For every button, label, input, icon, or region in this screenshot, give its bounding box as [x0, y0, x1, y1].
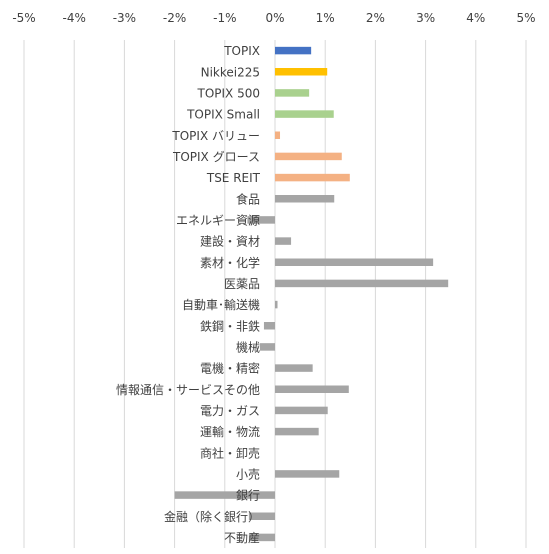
bar	[275, 427, 319, 436]
bar	[275, 46, 312, 55]
bar	[248, 512, 275, 520]
category-label: 運輸・物流	[200, 424, 260, 439]
bar	[275, 385, 349, 393]
x-tick-label: -5%	[12, 11, 35, 25]
bar	[275, 237, 292, 245]
x-tick-label: 1%	[316, 11, 335, 25]
bar	[275, 173, 350, 182]
category-label: 電機・精密	[200, 361, 260, 376]
x-tick-label: -2%	[163, 11, 186, 25]
category-label: 建設・資材	[200, 234, 260, 249]
category-label: TOPIX	[223, 44, 260, 58]
category-label: 医薬品	[224, 277, 260, 291]
bar	[263, 322, 275, 330]
category-label: 鉄鋼・非鉄	[200, 318, 260, 333]
x-tick-label: 3%	[416, 11, 435, 25]
bar	[275, 279, 449, 288]
bar	[275, 110, 334, 118]
bar	[275, 300, 278, 309]
x-tick-label: -3%	[113, 11, 136, 25]
bar	[275, 131, 281, 139]
bar	[275, 89, 310, 97]
bar	[247, 216, 275, 224]
category-label: TOPIX Small	[186, 108, 260, 122]
bar	[174, 491, 275, 499]
category-label: 情報通信・サービスその他	[116, 383, 260, 397]
x-tick-label: 4%	[466, 11, 485, 25]
bar	[275, 364, 313, 372]
x-tick-label: -4%	[63, 11, 86, 25]
bar	[275, 68, 328, 76]
category-label: Nikkei225	[201, 65, 260, 79]
bar	[275, 258, 434, 266]
bars	[174, 46, 449, 542]
category-label: 小売	[236, 466, 260, 481]
category-label: 商社・卸売	[200, 445, 260, 460]
category-label: 電力・ガス	[200, 404, 260, 418]
category-label: 機械	[236, 339, 260, 354]
category-labels: TOPIX Nikkei225 TOPIX 500 TOPIX Small TOPIX …	[116, 44, 261, 545]
category-label: 銀行	[236, 489, 260, 503]
x-tick-label: 0%	[265, 11, 284, 25]
bar	[248, 533, 275, 542]
bar	[275, 195, 335, 203]
category-label: 金融（除く銀行）	[164, 509, 260, 524]
category-label: エネルギー資源	[176, 213, 260, 227]
category-label: 食品	[236, 191, 260, 206]
category-label: TOPIX 500	[197, 86, 261, 100]
x-tick-label: 2%	[366, 11, 385, 25]
x-axis-tick-labels: -5% -4% -3% -2% -1% 0% 1% 2% 3% 4% 5%	[12, 11, 535, 25]
category-label: 自動車･輸送機	[182, 297, 260, 312]
bar	[275, 470, 340, 478]
gridlines	[23, 40, 527, 548]
category-label: TOPIX バリュー	[171, 129, 260, 143]
x-tick-label: 5%	[516, 11, 535, 25]
category-label: 不動産	[224, 530, 260, 545]
bar	[275, 406, 328, 415]
bar	[259, 343, 275, 351]
category-label: 素材・化学	[200, 255, 260, 270]
x-tick-label: -1%	[213, 11, 236, 25]
category-label: TOPIX グロース	[172, 150, 260, 164]
bar	[275, 152, 342, 161]
category-label: TSE REIT	[206, 171, 261, 185]
